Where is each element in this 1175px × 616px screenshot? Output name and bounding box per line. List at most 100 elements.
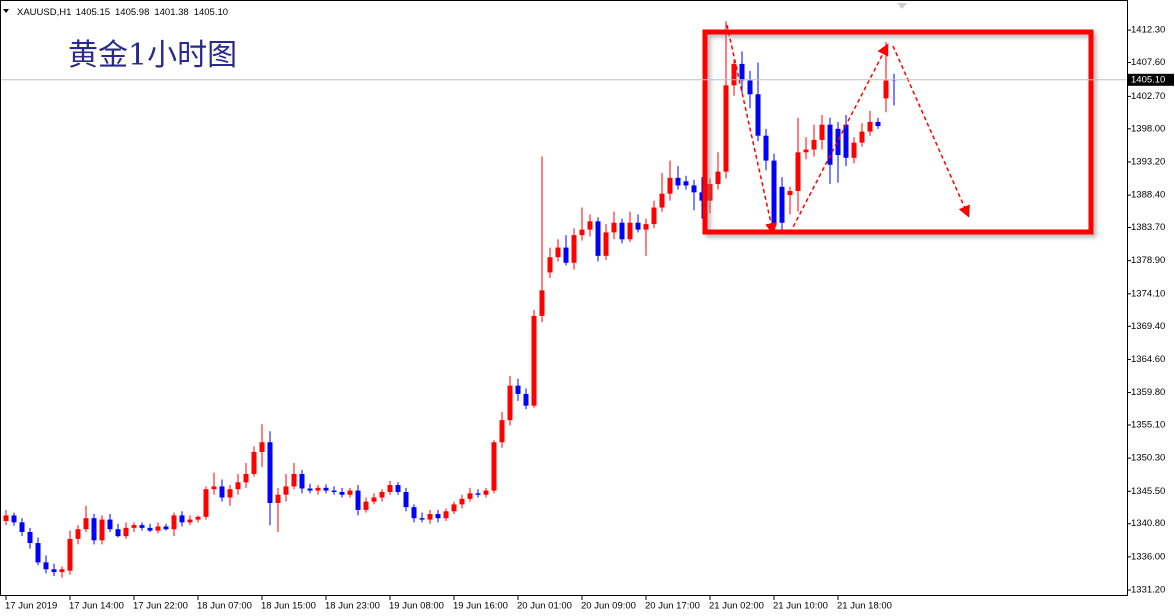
body xyxy=(267,442,273,504)
x-tick-label: 21 Jun 10:00 xyxy=(773,601,828,612)
body xyxy=(283,486,289,495)
body xyxy=(667,177,673,194)
body xyxy=(19,522,25,533)
x-tick-label: 17 Jun 2019 xyxy=(5,601,57,612)
body xyxy=(227,489,233,498)
body xyxy=(443,511,449,519)
body xyxy=(611,222,617,233)
y-tick-label: 1388.40 xyxy=(1131,190,1165,201)
body xyxy=(139,525,145,528)
x-tick-label: 17 Jun 14:00 xyxy=(69,601,124,612)
shift-marker xyxy=(897,3,907,9)
body xyxy=(763,135,769,161)
body xyxy=(619,222,625,240)
body xyxy=(43,562,49,570)
body xyxy=(3,515,9,521)
body xyxy=(411,507,417,519)
y-tick-label: 1340.80 xyxy=(1131,518,1165,529)
body xyxy=(427,514,433,520)
y-tick-label: 1331.20 xyxy=(1131,585,1165,596)
body xyxy=(731,63,737,86)
body xyxy=(843,124,849,158)
x-tick-label: 20 Jun 17:00 xyxy=(645,601,700,612)
body xyxy=(27,532,33,544)
body xyxy=(883,80,889,99)
y-tick-label: 1398.00 xyxy=(1131,123,1165,134)
body xyxy=(403,491,409,508)
body xyxy=(483,490,489,495)
header-value: 1405.15 xyxy=(76,7,110,18)
y-tick-label: 1374.10 xyxy=(1131,288,1165,299)
body xyxy=(787,190,793,196)
body xyxy=(683,181,689,186)
body xyxy=(691,185,697,193)
body xyxy=(11,515,17,523)
body xyxy=(91,518,97,541)
body xyxy=(67,538,73,571)
body xyxy=(339,491,345,495)
y-tick-label: 1345.50 xyxy=(1131,486,1165,497)
y-tick-label: 1378.90 xyxy=(1131,255,1165,266)
body xyxy=(75,529,81,539)
body xyxy=(315,487,321,491)
arrow xyxy=(789,43,889,234)
price-tag xyxy=(1128,73,1174,86)
body xyxy=(827,124,833,165)
body xyxy=(835,128,841,156)
body xyxy=(475,493,481,495)
body xyxy=(811,139,817,150)
body xyxy=(347,490,353,495)
body xyxy=(723,85,729,172)
y-tick-label: 1407.60 xyxy=(1131,57,1165,68)
chart-title: 黄金1小时图 xyxy=(68,38,237,73)
body xyxy=(203,489,209,517)
body xyxy=(251,451,257,475)
body xyxy=(147,527,153,531)
body xyxy=(467,493,473,499)
body xyxy=(99,519,105,541)
x-tick-label: 18 Jun 23:00 xyxy=(325,601,380,612)
body xyxy=(51,569,57,573)
body xyxy=(747,80,753,95)
body xyxy=(603,232,609,256)
y-tick-label: 1364.60 xyxy=(1131,354,1165,365)
y-tick-label: 1383.70 xyxy=(1131,222,1165,233)
body xyxy=(707,184,713,201)
body xyxy=(243,474,249,483)
body xyxy=(435,514,441,519)
body xyxy=(451,504,457,512)
body xyxy=(275,494,281,504)
body xyxy=(571,235,577,263)
x-tick-label: 18 Jun 15:00 xyxy=(261,601,316,612)
body xyxy=(819,124,825,140)
body xyxy=(179,515,185,523)
y-tick-label: 1369.40 xyxy=(1131,321,1165,332)
body xyxy=(163,526,169,530)
header-value: 1405.10 xyxy=(194,7,228,18)
body xyxy=(307,488,313,491)
body xyxy=(171,515,177,530)
body xyxy=(803,149,809,153)
body xyxy=(235,482,241,490)
body xyxy=(131,525,137,528)
body xyxy=(771,160,777,226)
body xyxy=(627,222,633,240)
y-tick-label: 1336.00 xyxy=(1131,551,1165,562)
y-tick-label: 1355.10 xyxy=(1131,420,1165,431)
x-tick-label: 20 Jun 09:00 xyxy=(581,601,636,612)
x-tick-label: 21 Jun 18:00 xyxy=(837,601,892,612)
body xyxy=(35,543,41,563)
price-tag-label: 1405.10 xyxy=(1131,74,1165,85)
y-tick-label: 1350.30 xyxy=(1131,453,1165,464)
menu-triangle xyxy=(3,9,9,13)
body xyxy=(587,221,593,230)
body xyxy=(715,171,721,185)
body xyxy=(795,152,801,191)
x-tick-label: 17 Jun 22:00 xyxy=(133,601,188,612)
y-tick-label: 1393.20 xyxy=(1131,156,1165,167)
body xyxy=(363,501,369,510)
header: XAUUSD,H1 1405.15 1405.98 1401.38 1405.10 xyxy=(17,7,228,18)
highlight-box xyxy=(702,29,1094,235)
body xyxy=(675,177,681,186)
